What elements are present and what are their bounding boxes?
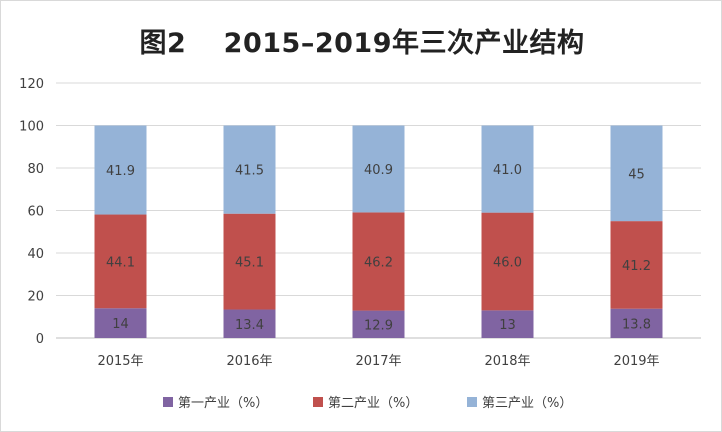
bar-segment [223, 125, 276, 214]
x-tick-label: 2017年 [355, 354, 401, 369]
x-tick-label: 2016年 [226, 354, 272, 369]
bar-segment [352, 125, 405, 213]
bar-segment [481, 212, 534, 311]
bar-segment [94, 214, 147, 309]
data-label: 46.0 [493, 256, 522, 271]
legend: 第一产业（%） 第二产业（%） 第三产业（%） [163, 396, 572, 411]
bar-segment [352, 212, 405, 311]
legend-swatch [163, 397, 173, 407]
x-axis-ticks: 2015年 2016年 2017年 2018年 2019年 [97, 354, 659, 369]
y-axis-ticks: 0 20 40 60 80 100 120 [19, 77, 44, 347]
x-tick-label: 2019年 [613, 354, 659, 369]
data-label: 14 [112, 317, 129, 332]
x-tick-label: 2018年 [484, 354, 530, 369]
bar-segment [610, 221, 663, 309]
legend-swatch [313, 397, 323, 407]
data-label: 41.9 [106, 164, 135, 179]
chart-title: 图2 2015–2019年三次产业结构 [139, 28, 585, 59]
y-tick-label: 60 [27, 205, 44, 220]
legend-item: 第一产业（%） [163, 396, 268, 411]
data-label: 46.2 [364, 256, 393, 271]
bar-segment [481, 125, 534, 213]
legend-item: 第二产业（%） [313, 396, 418, 411]
bar-segment [94, 125, 147, 215]
data-label: 41.2 [622, 259, 651, 274]
y-tick-label: 0 [36, 332, 44, 347]
y-tick-label: 120 [19, 77, 44, 92]
bar-segment [610, 308, 663, 338]
data-label: 41.5 [235, 164, 264, 179]
legend-label: 第三产业（%） [482, 396, 572, 411]
x-tick-label: 2015年 [97, 354, 143, 369]
data-label: 13.8 [622, 317, 651, 332]
data-label: 45 [628, 167, 645, 182]
data-label: 44.1 [106, 255, 135, 270]
y-tick-label: 20 [27, 290, 44, 305]
y-tick-label: 100 [19, 120, 44, 135]
bar-segment [481, 310, 534, 338]
data-label: 41.0 [493, 163, 522, 178]
data-label: 13.4 [235, 318, 264, 333]
y-tick-label: 40 [27, 247, 44, 262]
data-label: 13 [499, 318, 516, 333]
bar-segment [223, 309, 276, 338]
bar-segment [610, 125, 663, 222]
data-label: 12.9 [364, 318, 393, 333]
legend-label: 第二产业（%） [328, 396, 418, 411]
y-tick-label: 80 [27, 162, 44, 177]
legend-swatch [467, 397, 477, 407]
data-label: 40.9 [364, 163, 393, 178]
legend-label: 第一产业（%） [178, 396, 268, 411]
bar-segment [352, 310, 405, 338]
data-label: 45.1 [235, 256, 264, 271]
bar-segment [94, 308, 147, 338]
bars: 14 44.1 41.9 13.4 45.1 41.5 12.9 46.2 40.9 13 46.0… [94, 125, 663, 338]
bar-segment [223, 213, 276, 310]
legend-item: 第三产业（%） [467, 396, 572, 411]
